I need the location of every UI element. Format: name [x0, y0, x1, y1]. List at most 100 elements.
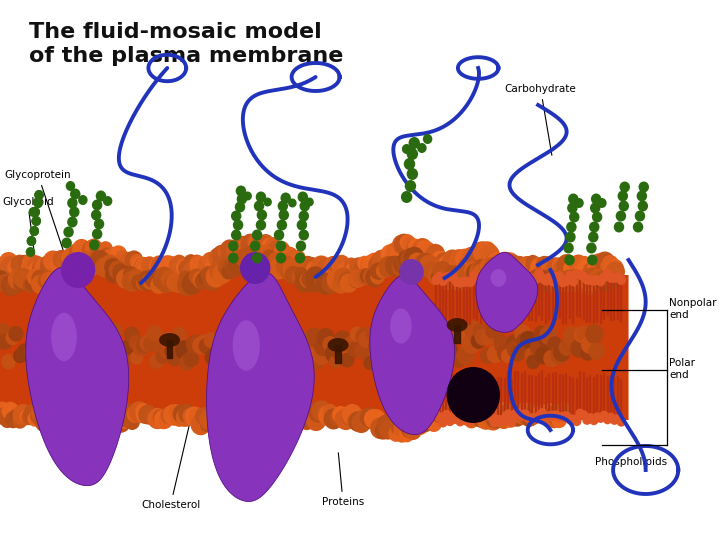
- Circle shape: [514, 324, 531, 342]
- Circle shape: [274, 241, 289, 257]
- Circle shape: [595, 262, 609, 276]
- Circle shape: [421, 335, 439, 354]
- Circle shape: [96, 191, 106, 201]
- Circle shape: [435, 272, 444, 281]
- Circle shape: [265, 237, 281, 254]
- Circle shape: [200, 417, 214, 432]
- Circle shape: [400, 248, 421, 270]
- Circle shape: [72, 424, 89, 442]
- Circle shape: [298, 260, 312, 275]
- Circle shape: [556, 273, 575, 293]
- Circle shape: [456, 271, 474, 291]
- Circle shape: [563, 259, 582, 279]
- Circle shape: [563, 242, 574, 253]
- Circle shape: [487, 253, 508, 274]
- Circle shape: [336, 408, 356, 430]
- Circle shape: [287, 350, 302, 365]
- Circle shape: [602, 255, 618, 272]
- Circle shape: [526, 354, 540, 369]
- Text: end: end: [670, 370, 689, 380]
- Circle shape: [225, 262, 240, 278]
- Circle shape: [85, 239, 103, 258]
- Circle shape: [356, 327, 374, 347]
- Circle shape: [613, 221, 624, 233]
- Circle shape: [592, 212, 603, 222]
- Circle shape: [418, 416, 433, 433]
- Circle shape: [220, 338, 239, 357]
- Circle shape: [183, 350, 199, 367]
- Circle shape: [480, 258, 498, 276]
- Circle shape: [349, 274, 364, 288]
- Circle shape: [329, 410, 345, 426]
- Circle shape: [265, 423, 281, 439]
- Circle shape: [27, 236, 36, 246]
- Circle shape: [377, 250, 397, 271]
- Bar: [166, 340, 172, 358]
- Circle shape: [588, 269, 608, 290]
- Circle shape: [521, 409, 530, 419]
- Circle shape: [500, 272, 510, 282]
- Circle shape: [50, 261, 64, 276]
- Circle shape: [252, 246, 268, 262]
- Circle shape: [495, 256, 510, 272]
- Circle shape: [195, 407, 212, 425]
- Polygon shape: [207, 272, 314, 502]
- Circle shape: [166, 259, 183, 278]
- Circle shape: [231, 434, 248, 453]
- Circle shape: [439, 402, 456, 421]
- Circle shape: [530, 340, 545, 356]
- Circle shape: [350, 326, 364, 342]
- Circle shape: [585, 325, 603, 344]
- Circle shape: [462, 341, 477, 356]
- Circle shape: [30, 406, 48, 425]
- Circle shape: [572, 416, 582, 426]
- Circle shape: [548, 410, 557, 421]
- Circle shape: [590, 253, 608, 272]
- Circle shape: [485, 408, 505, 428]
- Circle shape: [102, 249, 121, 269]
- Circle shape: [588, 232, 598, 242]
- Circle shape: [474, 259, 490, 275]
- Circle shape: [94, 330, 109, 346]
- Circle shape: [480, 269, 489, 280]
- Circle shape: [593, 412, 602, 422]
- Circle shape: [395, 254, 415, 273]
- Circle shape: [143, 336, 158, 352]
- Circle shape: [476, 276, 485, 286]
- Circle shape: [252, 230, 262, 240]
- Circle shape: [566, 221, 577, 233]
- Circle shape: [469, 262, 487, 281]
- Circle shape: [512, 405, 527, 420]
- Circle shape: [431, 269, 446, 285]
- Circle shape: [65, 427, 79, 443]
- Circle shape: [236, 247, 257, 268]
- Circle shape: [51, 419, 68, 436]
- Circle shape: [74, 424, 94, 445]
- Circle shape: [179, 259, 197, 278]
- Circle shape: [458, 256, 477, 275]
- Circle shape: [111, 411, 131, 433]
- Circle shape: [235, 339, 251, 356]
- Circle shape: [569, 276, 578, 286]
- Circle shape: [223, 351, 241, 370]
- Circle shape: [303, 406, 323, 427]
- Circle shape: [639, 181, 649, 192]
- Circle shape: [413, 238, 432, 259]
- Circle shape: [148, 409, 161, 423]
- Circle shape: [252, 253, 262, 264]
- Circle shape: [299, 230, 309, 240]
- Circle shape: [636, 191, 647, 201]
- Circle shape: [225, 426, 240, 443]
- Circle shape: [515, 261, 531, 278]
- Circle shape: [481, 407, 498, 425]
- Circle shape: [531, 414, 540, 424]
- Circle shape: [487, 345, 504, 363]
- Circle shape: [220, 239, 239, 260]
- Circle shape: [532, 272, 546, 287]
- Circle shape: [92, 199, 102, 211]
- Circle shape: [35, 190, 44, 200]
- Circle shape: [61, 248, 80, 268]
- Circle shape: [150, 276, 167, 294]
- Circle shape: [297, 192, 308, 202]
- Circle shape: [492, 402, 513, 424]
